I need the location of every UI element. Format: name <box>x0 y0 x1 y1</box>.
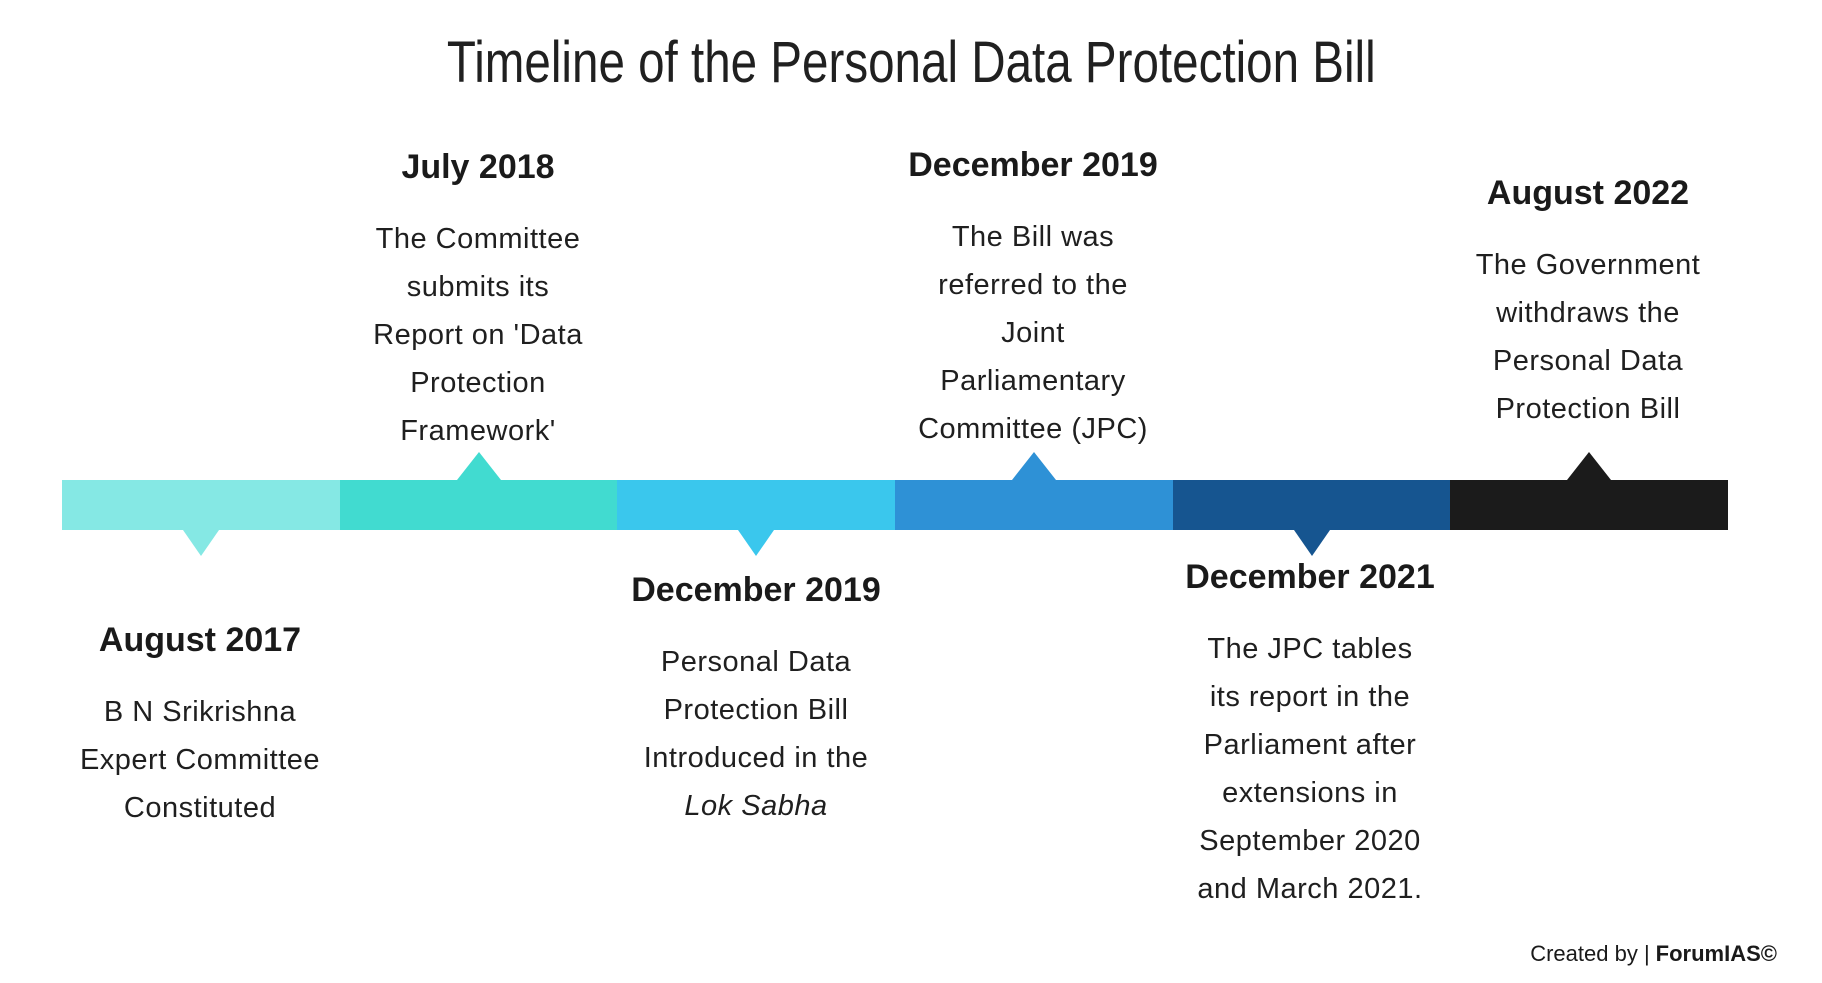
event-date: August 2017 <box>98 621 302 659</box>
arrow-down-icon <box>1293 530 1330 556</box>
event-description-line: its report in the <box>1209 681 1411 713</box>
event-description-line: September 2020 <box>1199 825 1421 857</box>
timeline-segment-dec-2019-intro <box>617 480 896 556</box>
event-description-line: Framework' <box>400 415 556 447</box>
event-description: The Government withdraws the Personal Data… <box>1418 241 1758 433</box>
event-description-line: Committee (JPC) <box>918 413 1148 445</box>
credit-brand: ForumIAS© <box>1655 941 1777 966</box>
timeline-segment-aug-2017 <box>62 480 340 556</box>
event-description-line: B N Srikrishna <box>103 696 297 728</box>
event-december-2021: December 2021 The JPC tables its report i… <box>1140 557 1480 913</box>
event-description: The Committee submits its Report on 'Data P… <box>308 215 648 455</box>
timeline-segment-jul-2018 <box>339 452 618 530</box>
timeline-segment-dec-2021 <box>1172 480 1451 556</box>
event-description: B N Srikrishna Expert Committee Constitute… <box>30 688 370 832</box>
event-description-line: The Bill was <box>951 221 1115 253</box>
credit-line: Created by | ForumIAS© <box>1530 941 1777 967</box>
event-description-line: referred to the <box>938 269 1128 301</box>
event-description-line: Protection Bill <box>1495 393 1681 425</box>
event-description-line: Joint <box>1001 317 1065 349</box>
event-description-line: Parliamentary <box>940 365 1126 397</box>
event-description-line: Report on 'Data <box>373 319 583 351</box>
event-description-line: Constituted <box>123 792 277 824</box>
event-description-line: Lok Sabha <box>684 790 828 822</box>
event-date: December 2019 <box>631 571 881 609</box>
page-title: Timeline of the Personal Data Protection… <box>0 28 1822 98</box>
event-date: July 2018 <box>401 148 555 186</box>
event-august-2017: August 2017 B N Srikrishna Expert Committ… <box>30 620 370 832</box>
event-date: August 2022 <box>1486 174 1690 212</box>
event-description-line: The Committee <box>375 223 581 255</box>
event-august-2022: August 2022 The Government withdraws the P… <box>1418 173 1758 433</box>
event-description-line: Protection Bill <box>663 694 849 726</box>
event-description-line: The Government <box>1475 249 1701 281</box>
arrow-up-icon <box>1011 452 1056 480</box>
event-description-line: The JPC tables <box>1207 633 1413 665</box>
arrow-up-icon <box>456 452 501 480</box>
event-description: The Bill was referred to the Joint Parliame… <box>863 213 1203 453</box>
arrow-down-icon <box>738 530 775 556</box>
event-description-line: withdraws the <box>1496 297 1680 329</box>
event-july-2018: July 2018 The Committee submits its Report… <box>308 147 648 455</box>
event-description-line: and March 2021. <box>1197 873 1423 905</box>
event-date: December 2019 <box>908 146 1158 184</box>
event-description-line: extensions in <box>1222 777 1398 809</box>
timeline-segment-dec-2019-jpc <box>895 452 1173 530</box>
event-description-line: Introduced in the <box>643 742 869 774</box>
timeline-segment-aug-2022 <box>1450 452 1729 530</box>
event-december-2019-jpc: December 2019 The Bill was referred to th… <box>863 145 1203 453</box>
event-description-line: Parliament after <box>1203 729 1417 761</box>
arrow-up-icon <box>1567 452 1612 480</box>
event-description: The JPC tables its report in the Parliamen… <box>1140 625 1480 913</box>
event-description-line: Expert Committee <box>79 744 321 776</box>
timeline-bar <box>62 452 1729 556</box>
arrow-down-icon <box>182 530 219 556</box>
event-date: December 2021 <box>1185 558 1435 596</box>
event-december-2019-introduced: December 2019 Personal Data Protection Bi… <box>586 570 926 830</box>
event-description-line: Personal Data <box>660 646 852 678</box>
credit-prefix: Created by | <box>1530 941 1650 966</box>
event-description-line: Personal Data <box>1492 345 1684 377</box>
page-title-text: Timeline of the Personal Data Protection… <box>446 30 1376 95</box>
event-description-line: Protection <box>410 367 546 399</box>
event-description: Personal Data Protection Bill Introduced i… <box>586 638 926 830</box>
event-description-line: submits its <box>406 271 550 303</box>
